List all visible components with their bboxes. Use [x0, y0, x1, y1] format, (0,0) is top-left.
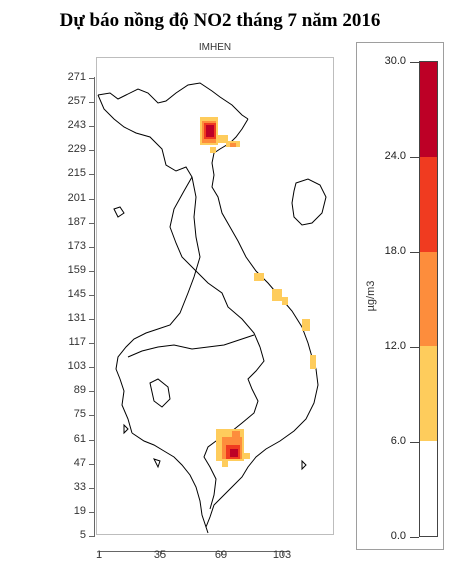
- y-tick-mark: [89, 78, 94, 79]
- legend-bin-12.0-18.0: [420, 251, 437, 347]
- y-tick-label: 187: [67, 215, 86, 228]
- y-tick-mark: [89, 487, 94, 489]
- legend-tick: [410, 442, 419, 443]
- y-tick-label: 75: [73, 408, 86, 421]
- y-tick-label: 145: [67, 287, 86, 300]
- y-tick-mark: [89, 415, 94, 417]
- x-tick-label: 69: [214, 549, 228, 561]
- island-3: [301, 459, 307, 471]
- y-tick-label: 47: [73, 456, 86, 469]
- legend-bin-6.0-12.0: [420, 346, 437, 442]
- cambodia-west: [131, 432, 207, 528]
- map-title: Dự báo nồng độ NO2 tháng 7 năm 2016: [59, 10, 381, 31]
- map-subtitle: IMHEN: [198, 42, 232, 53]
- island-1: [113, 206, 125, 218]
- x-tick-label: 35: [153, 549, 167, 561]
- y-tick-mark: [89, 343, 94, 345]
- legend-label: 30.0: [384, 55, 406, 67]
- legend-color-bar: [419, 61, 438, 537]
- y-tick-label: 243: [67, 119, 86, 132]
- x-tick-mark: [221, 551, 222, 556]
- y-tick-mark: [89, 511, 94, 513]
- y-tick-mark: [89, 246, 94, 248]
- y-tick-label: 271: [67, 71, 86, 83]
- y-tick-mark: [89, 463, 94, 465]
- x-tick-mark: [160, 551, 161, 556]
- y-tick-mark: [89, 294, 94, 296]
- y-tick-label: 61: [73, 432, 86, 445]
- y-tick-mark: [89, 126, 94, 128]
- island-2: [153, 458, 161, 469]
- northern-border: [97, 82, 249, 120]
- vietnam-map: [97, 82, 327, 534]
- y-tick-mark: [89, 270, 94, 272]
- y-tick-mark: [89, 439, 94, 441]
- thailand-border: [115, 176, 201, 434]
- y-tick-label: 201: [67, 191, 86, 204]
- legend-label: 18.0: [384, 245, 406, 257]
- y-tick-mark: [89, 198, 94, 200]
- hotspot-hcmc: [216, 429, 250, 467]
- y-tick-label: 257: [67, 95, 86, 108]
- y-tick-label: 33: [73, 480, 86, 493]
- legend-unit-label: µg/m3: [365, 280, 377, 312]
- y-tick-mark: [89, 150, 94, 152]
- y-tick-mark: [89, 536, 94, 537]
- y-tick-mark: [89, 174, 94, 176]
- legend-tick: [410, 347, 419, 348]
- x-tick-label: 103: [272, 549, 292, 561]
- y-tick-label: 159: [67, 263, 86, 276]
- legend-bin-18.0-24.0: [420, 156, 437, 252]
- legend-label: 6.0: [390, 435, 406, 447]
- island-4: [123, 423, 129, 435]
- y-axis-line: [94, 77, 95, 537]
- legend-label: 0.0: [390, 530, 406, 542]
- legend-label: 12.0: [384, 340, 406, 352]
- laos-border: [97, 94, 261, 348]
- y-tick-label: 103: [67, 360, 86, 373]
- x-axis-line: [99, 551, 289, 552]
- y-tick-label: 173: [67, 239, 86, 252]
- y-tick-label: 117: [68, 336, 86, 349]
- y-tick-label: 131: [67, 312, 86, 325]
- x-tick-mark: [282, 551, 283, 556]
- hotspot-quynhon: [302, 319, 316, 369]
- cambodia-north: [127, 334, 255, 358]
- legend-tick: [410, 62, 419, 63]
- y-tick-label: 229: [67, 143, 86, 156]
- y-tick-mark: [89, 367, 94, 369]
- legend-tick: [410, 537, 419, 538]
- hainan-island: [291, 178, 327, 226]
- legend-tick: [410, 252, 419, 253]
- y-tick-label: 5: [79, 529, 86, 541]
- hotspot-danang: [254, 273, 288, 305]
- legend-bin-24.0-30.0: [420, 62, 437, 157]
- y-tick-mark: [89, 319, 94, 321]
- y-tick-mark: [89, 102, 94, 104]
- hotspot-hanoi: [200, 117, 240, 153]
- y-tick-label: 19: [73, 504, 86, 517]
- legend-tick: [410, 157, 419, 158]
- x-tick-label: 1: [95, 549, 103, 561]
- y-tick-label: 215: [67, 167, 86, 180]
- y-tick-mark: [89, 222, 94, 224]
- x-tick-mark: [99, 551, 100, 556]
- legend-label: 24.0: [384, 150, 406, 162]
- tonle-sap-lake: [149, 378, 171, 408]
- y-tick-label: 89: [73, 384, 86, 397]
- legend-bin-0.0-6.0: [420, 441, 437, 536]
- y-tick-mark: [89, 391, 94, 393]
